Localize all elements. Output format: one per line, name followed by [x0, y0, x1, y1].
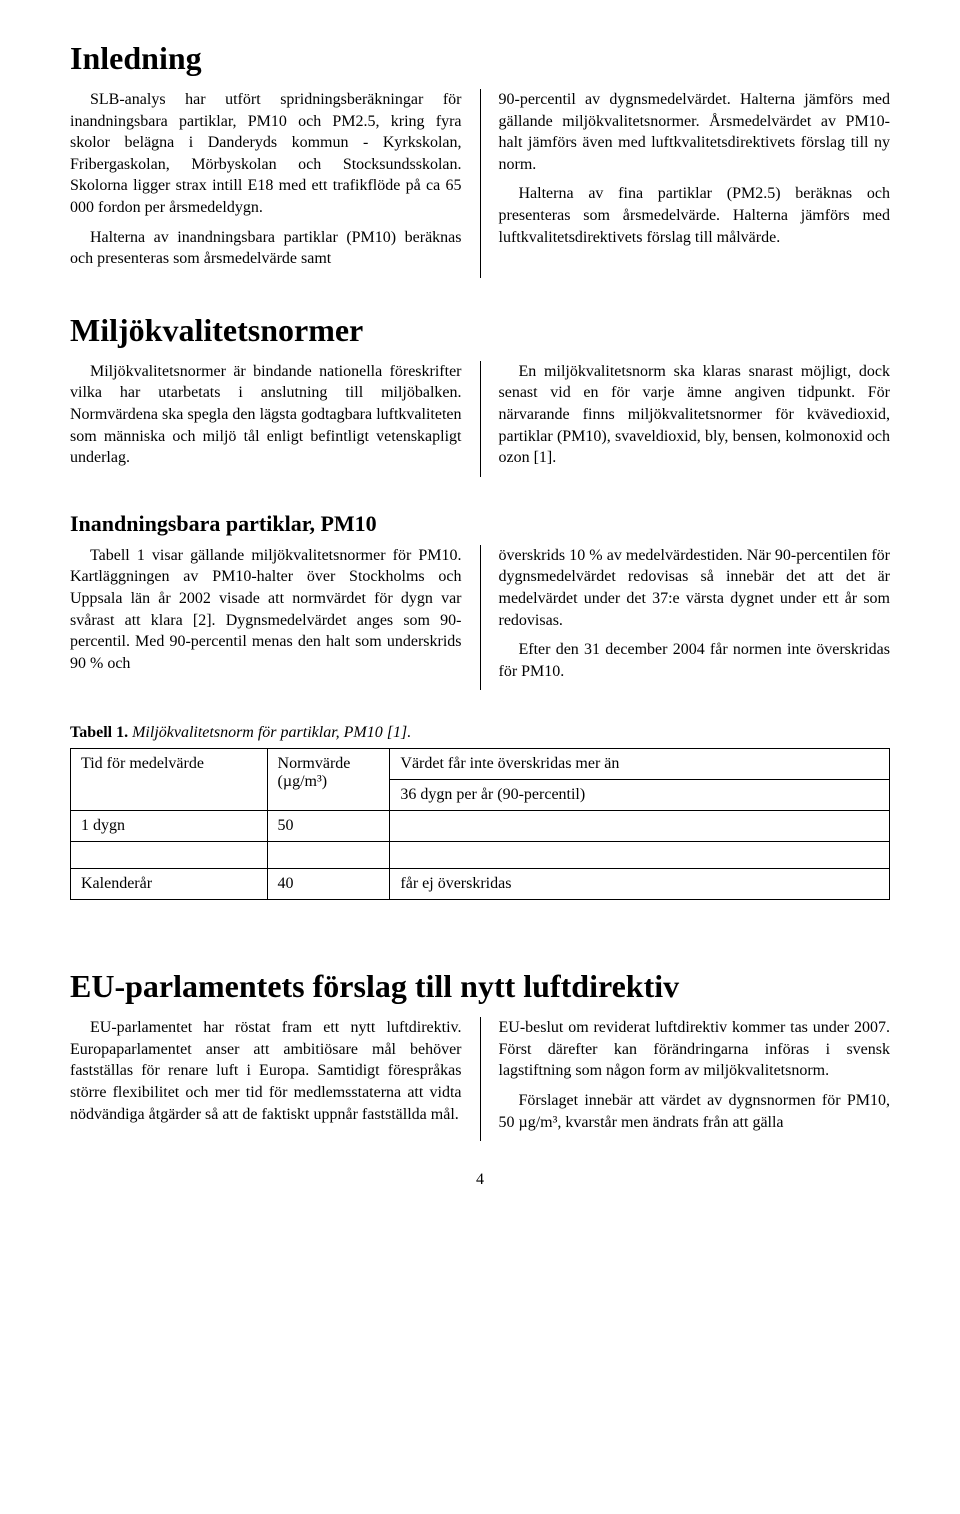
col-right: 90-percentil av dygnsmedelvärdet. Halter…	[481, 89, 891, 278]
table-row: 1 dygn 50	[71, 811, 890, 842]
page-number: 4	[70, 1171, 890, 1189]
table-cell: 1 dygn	[71, 811, 268, 842]
table-row: Kalenderår 40 får ej överskridas	[71, 869, 890, 900]
paragraph: SLB-analys har utfört spridningsberäknin…	[70, 89, 462, 219]
spacer	[70, 477, 890, 511]
paragraph: överskrids 10 % av medelvärdestiden. När…	[499, 545, 891, 631]
table-header-cell: Tid för medelvärde	[71, 749, 268, 811]
paragraph: EU-beslut om reviderat luftdirektiv komm…	[499, 1017, 891, 1082]
col-right: överskrids 10 % av medelvärdestiden. När…	[481, 545, 891, 691]
table-row-gap	[71, 842, 890, 869]
paragraph: En miljökvalitetsnorm ska klaras snarast…	[499, 361, 891, 469]
col-right: En miljökvalitetsnorm ska klaras snarast…	[481, 361, 891, 477]
paragraph: Halterna av fina partiklar (PM2.5) beräk…	[499, 183, 891, 248]
two-column-eu: EU-parlamentet har röstat fram ett nytt …	[70, 1017, 890, 1141]
table-cell-empty	[390, 811, 890, 842]
two-column-mkn: Miljökvalitetsnormer är bindande natione…	[70, 361, 890, 477]
col-right: EU-beslut om reviderat luftdirektiv komm…	[481, 1017, 891, 1141]
two-column-pm10: Tabell 1 visar gällande miljökvalitetsno…	[70, 545, 890, 691]
page: Inledning SLB-analys har utfört spridnin…	[0, 0, 960, 1229]
col-left: Miljökvalitetsnormer är bindande natione…	[70, 361, 481, 477]
heading-eu: EU-parlamentets förslag till nytt luftdi…	[70, 968, 890, 1005]
table-caption-rest: Miljökvalitetsnorm för partiklar, PM10 […	[128, 724, 411, 741]
header-norm-l2: (µg/m³)	[278, 773, 328, 790]
table-row: Tid för medelvärde Normvärde (µg/m³) Vär…	[71, 749, 890, 780]
heading-pm10: Inandningsbara partiklar, PM10	[70, 511, 890, 537]
paragraph: Miljökvalitetsnormer är bindande natione…	[70, 361, 462, 469]
table-mkn-pm10: Tid för medelvärde Normvärde (µg/m³) Vär…	[70, 748, 890, 900]
table-cell: 50	[267, 811, 390, 842]
col-left: Tabell 1 visar gällande miljökvalitetsno…	[70, 545, 481, 691]
spacer	[70, 690, 890, 724]
spacer	[70, 278, 890, 312]
table-caption-bold: Tabell 1.	[70, 724, 128, 741]
paragraph: 90-percentil av dygnsmedelvärdet. Halter…	[499, 89, 891, 175]
paragraph: Tabell 1 visar gällande miljökvalitetsno…	[70, 545, 462, 675]
spacer	[70, 900, 890, 934]
paragraph: Halterna av inandningsbara partiklar (PM…	[70, 227, 462, 270]
table-cell: 40	[267, 869, 390, 900]
table-cell: Kalenderår	[71, 869, 268, 900]
header-norm-l1: Normvärde	[278, 755, 351, 772]
two-column-inledning: SLB-analys har utfört spridningsberäknin…	[70, 89, 890, 278]
table-caption: Tabell 1. Miljökvalitetsnorm för partikl…	[70, 724, 890, 742]
table-header-cell: Värdet får inte överskridas mer än	[390, 749, 890, 780]
table-cell: får ej överskridas	[390, 869, 890, 900]
col-left: SLB-analys har utfört spridningsberäknin…	[70, 89, 481, 278]
spacer	[70, 934, 890, 968]
table-header-cell: Normvärde (µg/m³)	[267, 749, 390, 811]
table-cell: 36 dygn per år (90-percentil)	[390, 780, 890, 811]
heading-mkn: Miljökvalitetsnormer	[70, 312, 890, 349]
paragraph: EU-parlamentet har röstat fram ett nytt …	[70, 1017, 462, 1125]
paragraph: Förslaget innebär att värdet av dygnsnor…	[499, 1090, 891, 1133]
heading-inledning: Inledning	[70, 40, 890, 77]
paragraph: Efter den 31 december 2004 får normen in…	[499, 639, 891, 682]
col-left: EU-parlamentet har röstat fram ett nytt …	[70, 1017, 481, 1141]
